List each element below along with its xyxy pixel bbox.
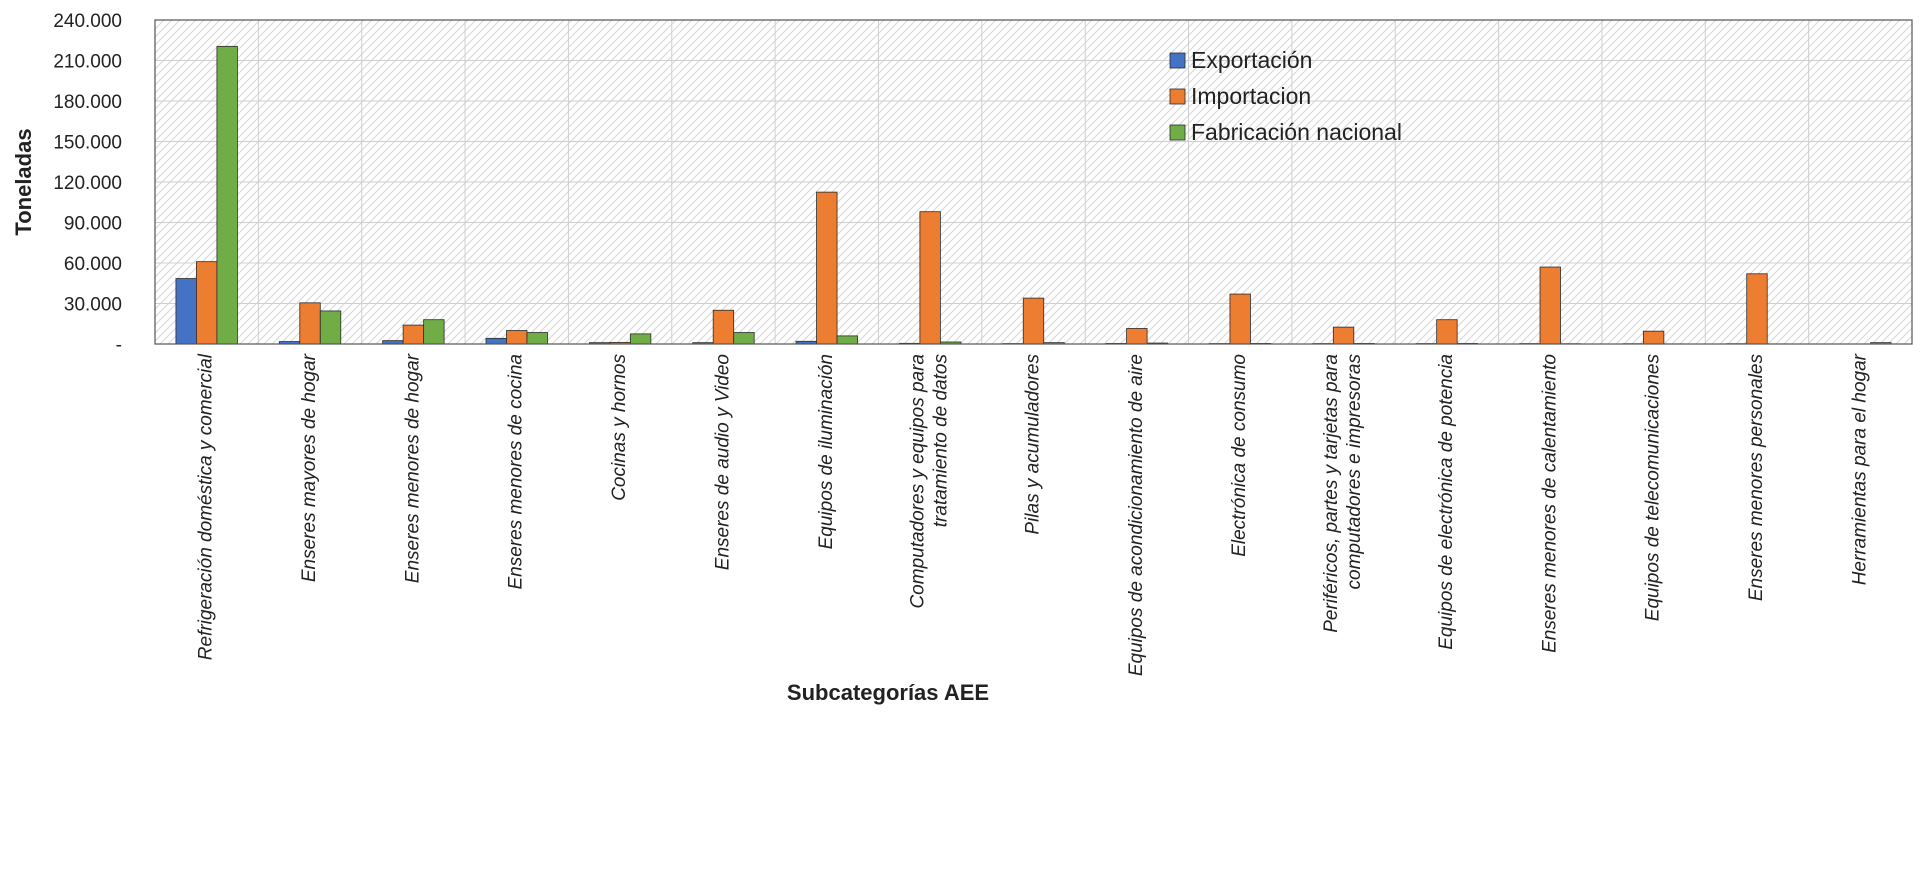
x-category-label: Enseres mayores de hogar — [299, 353, 320, 582]
x-category-label: Enseres menores personales — [1746, 354, 1767, 602]
x-category-label: Equipos de telecomunicaciones — [1643, 354, 1664, 622]
x-category-label: Enseres menores de cocina — [506, 354, 527, 590]
x-category-label: Periféricos, partes y tarjetas para — [1321, 354, 1342, 633]
bar — [319, 310, 342, 345]
bar — [175, 278, 197, 345]
x-category-label: Electrónica de consumo — [1229, 354, 1250, 557]
y-axis-ticks: - 30.000 60.000 90.000 120.000 150.000 180.000… — [53, 11, 122, 356]
bar — [423, 319, 445, 345]
x-category-label: tratamiento de datos — [931, 354, 952, 528]
y-tick-label: 120.000 — [53, 173, 122, 194]
bar — [816, 191, 838, 345]
bar — [526, 332, 548, 345]
y-tick-label: - — [116, 335, 122, 356]
y-tick-label: 90.000 — [64, 214, 122, 235]
x-category-label: computadores e impresoras — [1344, 354, 1365, 590]
bar — [506, 330, 528, 345]
bar — [629, 333, 652, 345]
bar — [1539, 266, 1561, 345]
bar — [1229, 293, 1251, 345]
bar — [1022, 297, 1045, 345]
x-category-label: Herramientas para el hogar — [1849, 353, 1870, 585]
legend-swatch — [1169, 88, 1186, 105]
x-category-label: Equipos de acondicionamiento de aire — [1126, 354, 1147, 676]
x-category-label: Pilas y acumuladores — [1023, 354, 1044, 535]
bar — [402, 324, 425, 345]
x-category-label: Equipos de electrónica de potencia — [1436, 354, 1457, 650]
y-tick-label: 30.000 — [64, 295, 122, 316]
bar — [1436, 319, 1458, 345]
bar — [1746, 273, 1768, 345]
bar — [712, 309, 735, 345]
bar — [299, 302, 321, 345]
x-category-label: Enseres menores de hogar — [402, 353, 423, 583]
y-tick-label: 150.000 — [53, 133, 122, 154]
bar — [1332, 326, 1355, 345]
bar — [919, 211, 941, 345]
bar — [196, 261, 218, 345]
plot-area-border — [154, 19, 1913, 345]
bar — [216, 45, 238, 345]
y-tick-label: 240.000 — [53, 11, 122, 32]
x-category-label: Enseres de audio y Video — [712, 354, 733, 570]
bar — [1126, 328, 1148, 345]
bar — [733, 332, 755, 345]
x-category-label: Computadores y equipos para — [908, 354, 929, 609]
legend-label: Importacion — [1191, 83, 1311, 109]
x-axis-category-labels: Refrigeración doméstica y comercial Enser… — [196, 353, 1871, 676]
legend-label: Exportación — [1191, 47, 1312, 73]
x-category-label: Enseres menores de calentamiento — [1539, 354, 1560, 653]
bar — [836, 335, 858, 345]
x-category-label: Cocinas y hornos — [609, 354, 630, 501]
y-tick-label: 180.000 — [53, 92, 122, 113]
legend-swatch — [1169, 52, 1186, 69]
y-tick-label: 210.000 — [53, 52, 122, 73]
y-tick-label: 60.000 — [64, 254, 122, 275]
bar — [1642, 330, 1665, 345]
bar — [485, 337, 507, 345]
x-category-label: Refrigeración doméstica y comercial — [196, 353, 217, 660]
x-axis-title: Subcategorías AEE — [787, 680, 989, 705]
legend-swatch — [1169, 124, 1186, 141]
legend: Exportación Importacion Fabricación nacion… — [1169, 47, 1402, 145]
y-axis-title: Toneladas — [11, 128, 36, 235]
legend-label: Fabricación nacional — [1191, 119, 1402, 145]
x-category-label: Equipos de iluminación — [816, 354, 837, 549]
